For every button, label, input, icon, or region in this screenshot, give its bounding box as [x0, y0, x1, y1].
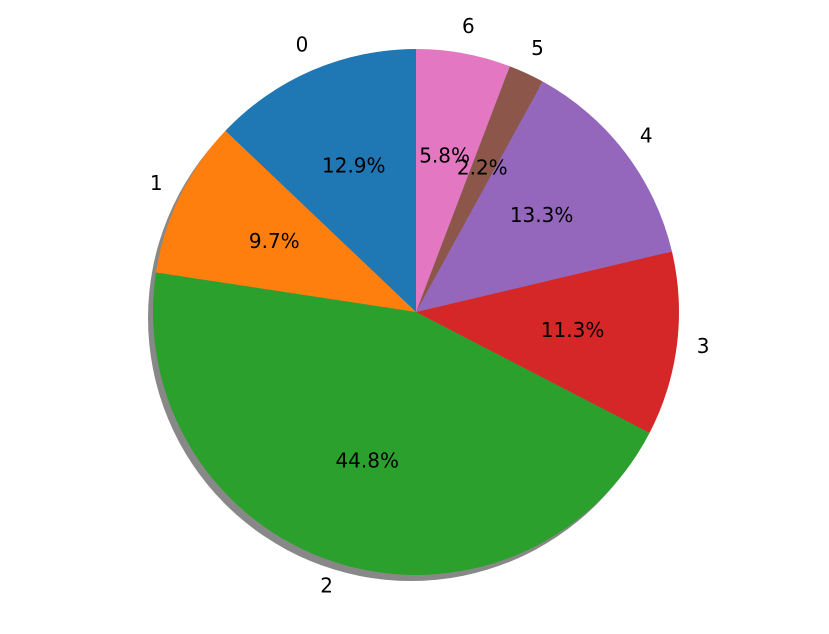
value-label: 12.9% [322, 153, 386, 177]
pie-slice [416, 81, 672, 312]
pie-slice [152, 272, 650, 576]
pie-slice [225, 49, 416, 312]
category-label: 5 [531, 36, 544, 60]
category-label: 4 [640, 123, 653, 147]
category-label: 0 [296, 33, 309, 57]
pie-slice [416, 66, 543, 312]
value-label: 11.3% [541, 318, 605, 342]
category-label: 1 [150, 171, 163, 195]
value-label: 5.8% [419, 143, 470, 167]
category-label: 2 [320, 574, 333, 598]
value-label: 44.8% [335, 449, 399, 473]
pie-slice [416, 49, 510, 312]
category-label: 6 [462, 14, 475, 38]
value-label: 2.2% [457, 155, 508, 179]
pie-slice [416, 251, 679, 433]
value-label: 13.3% [510, 203, 574, 227]
value-label: 9.7% [249, 229, 300, 253]
pie-slice [155, 130, 416, 312]
category-label: 3 [697, 334, 710, 358]
